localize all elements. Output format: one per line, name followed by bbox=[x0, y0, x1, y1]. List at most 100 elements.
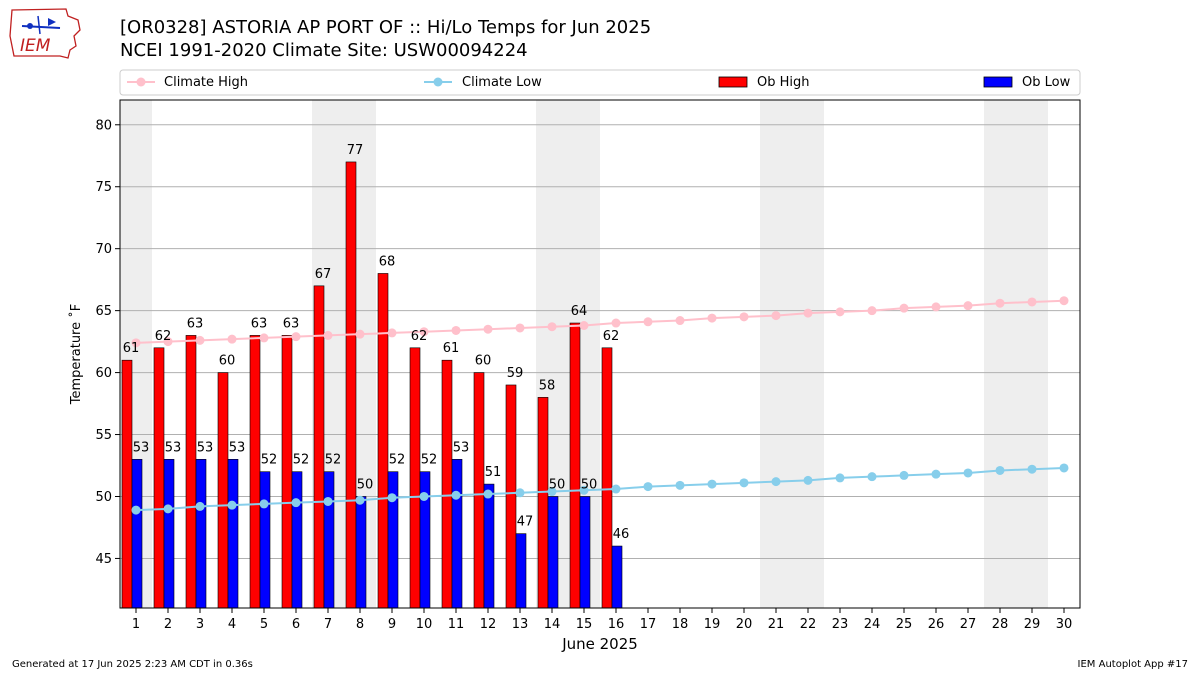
climate-high-point bbox=[419, 327, 429, 337]
x-tick-label: 25 bbox=[896, 617, 913, 632]
ob-high-bar bbox=[281, 335, 293, 609]
ob-high-bar bbox=[217, 372, 229, 609]
weekend-band bbox=[792, 100, 824, 608]
x-tick-label: 7 bbox=[324, 617, 332, 632]
y-tick-label: 70 bbox=[95, 242, 112, 257]
ob-high-label: 63 bbox=[283, 316, 300, 331]
ob-low-bar bbox=[195, 459, 207, 609]
ob-low-bar bbox=[227, 459, 239, 609]
climate-low-point bbox=[291, 498, 301, 508]
x-tick-label: 4 bbox=[228, 617, 236, 632]
climate-high-point bbox=[643, 317, 653, 327]
generated-timestamp: Generated at 17 Jun 2025 2:23 AM CDT in … bbox=[12, 659, 253, 670]
ob-low-bar bbox=[515, 533, 527, 609]
ob-low-label: 53 bbox=[453, 440, 470, 455]
line-series bbox=[131, 296, 1069, 515]
x-tick-label: 26 bbox=[928, 617, 945, 632]
y-axis: 45 50 55 60 65 70 75 80 bbox=[95, 118, 120, 567]
climate-low-point bbox=[131, 505, 141, 515]
x-tick-label: 12 bbox=[480, 617, 497, 632]
climate-high-point bbox=[1027, 297, 1037, 307]
climate-low-point bbox=[355, 495, 365, 505]
climate-high-point bbox=[931, 302, 941, 312]
app-label: IEM Autoplot App #17 bbox=[1077, 659, 1188, 670]
climate-high-point bbox=[1059, 296, 1069, 306]
ob-high-label: 63 bbox=[251, 316, 268, 331]
x-tick-label: 17 bbox=[640, 617, 657, 632]
climate-high-point bbox=[835, 307, 845, 317]
climate-low-point bbox=[611, 484, 621, 494]
climate-high-point bbox=[323, 330, 333, 340]
climate-low-point bbox=[451, 490, 461, 500]
y-tick-label: 50 bbox=[95, 490, 112, 505]
ob-low-label: 52 bbox=[293, 453, 310, 468]
x-tick-label: 3 bbox=[196, 617, 204, 632]
ob-low-bar bbox=[579, 496, 591, 609]
ob-low-bar bbox=[355, 496, 367, 609]
climate-low-point bbox=[867, 472, 877, 482]
x-tick-label: 22 bbox=[800, 617, 817, 632]
y-axis-label: Temperature ˚F bbox=[68, 304, 84, 405]
climate-low-point bbox=[419, 491, 429, 501]
climate-high-point bbox=[291, 332, 301, 342]
climate-high-point bbox=[547, 322, 557, 332]
ob-high-label: 58 bbox=[539, 378, 556, 393]
climate-low-point bbox=[675, 480, 685, 490]
y-tick-label: 65 bbox=[95, 304, 112, 319]
legend-label: Climate High bbox=[164, 75, 248, 90]
ob-high-label: 62 bbox=[603, 329, 620, 344]
ob-low-label: 50 bbox=[549, 477, 566, 492]
climate-low-point bbox=[1059, 463, 1069, 473]
climate-low-point bbox=[227, 500, 237, 510]
weekend-band bbox=[984, 100, 1016, 608]
ob-low-bar bbox=[483, 483, 495, 609]
climate-high-point bbox=[163, 337, 173, 347]
ob-high-label: 62 bbox=[411, 329, 428, 344]
ob-high-label: 77 bbox=[347, 143, 364, 158]
ob-low-label: 52 bbox=[325, 453, 342, 468]
ob-low-bar bbox=[547, 496, 559, 609]
x-tick-label: 21 bbox=[768, 617, 785, 632]
ob-high-label: 62 bbox=[155, 329, 172, 344]
ob-high-label: 60 bbox=[219, 354, 236, 369]
climate-high-point bbox=[579, 321, 589, 331]
ob-high-label: 67 bbox=[315, 267, 332, 282]
climate-low-point bbox=[323, 496, 333, 506]
chart-title: [OR0328] ASTORIA AP PORT OF :: Hi/Lo Tem… bbox=[120, 17, 652, 38]
ob-low-bar bbox=[131, 459, 143, 609]
x-tick-label: 24 bbox=[864, 617, 881, 632]
ob-low-bar bbox=[451, 459, 463, 609]
climate-high-point bbox=[195, 335, 205, 345]
x-tick-label: 9 bbox=[388, 617, 396, 632]
ob-low-bar bbox=[163, 459, 175, 609]
climate-high-point bbox=[483, 324, 493, 334]
x-tick-label: 20 bbox=[736, 617, 753, 632]
climate-high-point bbox=[899, 303, 909, 313]
ob-high-label: 68 bbox=[379, 254, 396, 269]
legend: Climate High Climate Low Ob High Ob Low bbox=[119, 69, 1081, 96]
climate-high-point bbox=[355, 329, 365, 339]
climate-high-point bbox=[675, 316, 685, 326]
ob-high-label: 59 bbox=[507, 366, 524, 381]
ob-high-bar bbox=[569, 322, 581, 609]
climate-low-point bbox=[931, 469, 941, 479]
gridlines bbox=[120, 124, 1080, 559]
x-tick-label: 15 bbox=[576, 617, 593, 632]
weekend-band bbox=[1016, 100, 1048, 608]
ob-high-label: 63 bbox=[187, 316, 204, 331]
ob-low-label: 50 bbox=[357, 477, 374, 492]
ob-low-bar bbox=[291, 471, 303, 609]
climate-high-point bbox=[259, 333, 269, 343]
climate-high-point bbox=[227, 334, 237, 344]
y-tick-label: 55 bbox=[95, 428, 112, 443]
ob-high-bar bbox=[473, 372, 485, 609]
ob-low-bar bbox=[323, 471, 335, 609]
ob-high-bar bbox=[441, 359, 453, 609]
climate-high-point bbox=[387, 328, 397, 338]
climate-high-point bbox=[771, 311, 781, 321]
x-tick-label: 8 bbox=[356, 617, 364, 632]
x-tick-label: 11 bbox=[448, 617, 465, 632]
climate-low-point bbox=[899, 470, 909, 480]
legend-item-climate-low: Climate Low bbox=[424, 75, 542, 90]
